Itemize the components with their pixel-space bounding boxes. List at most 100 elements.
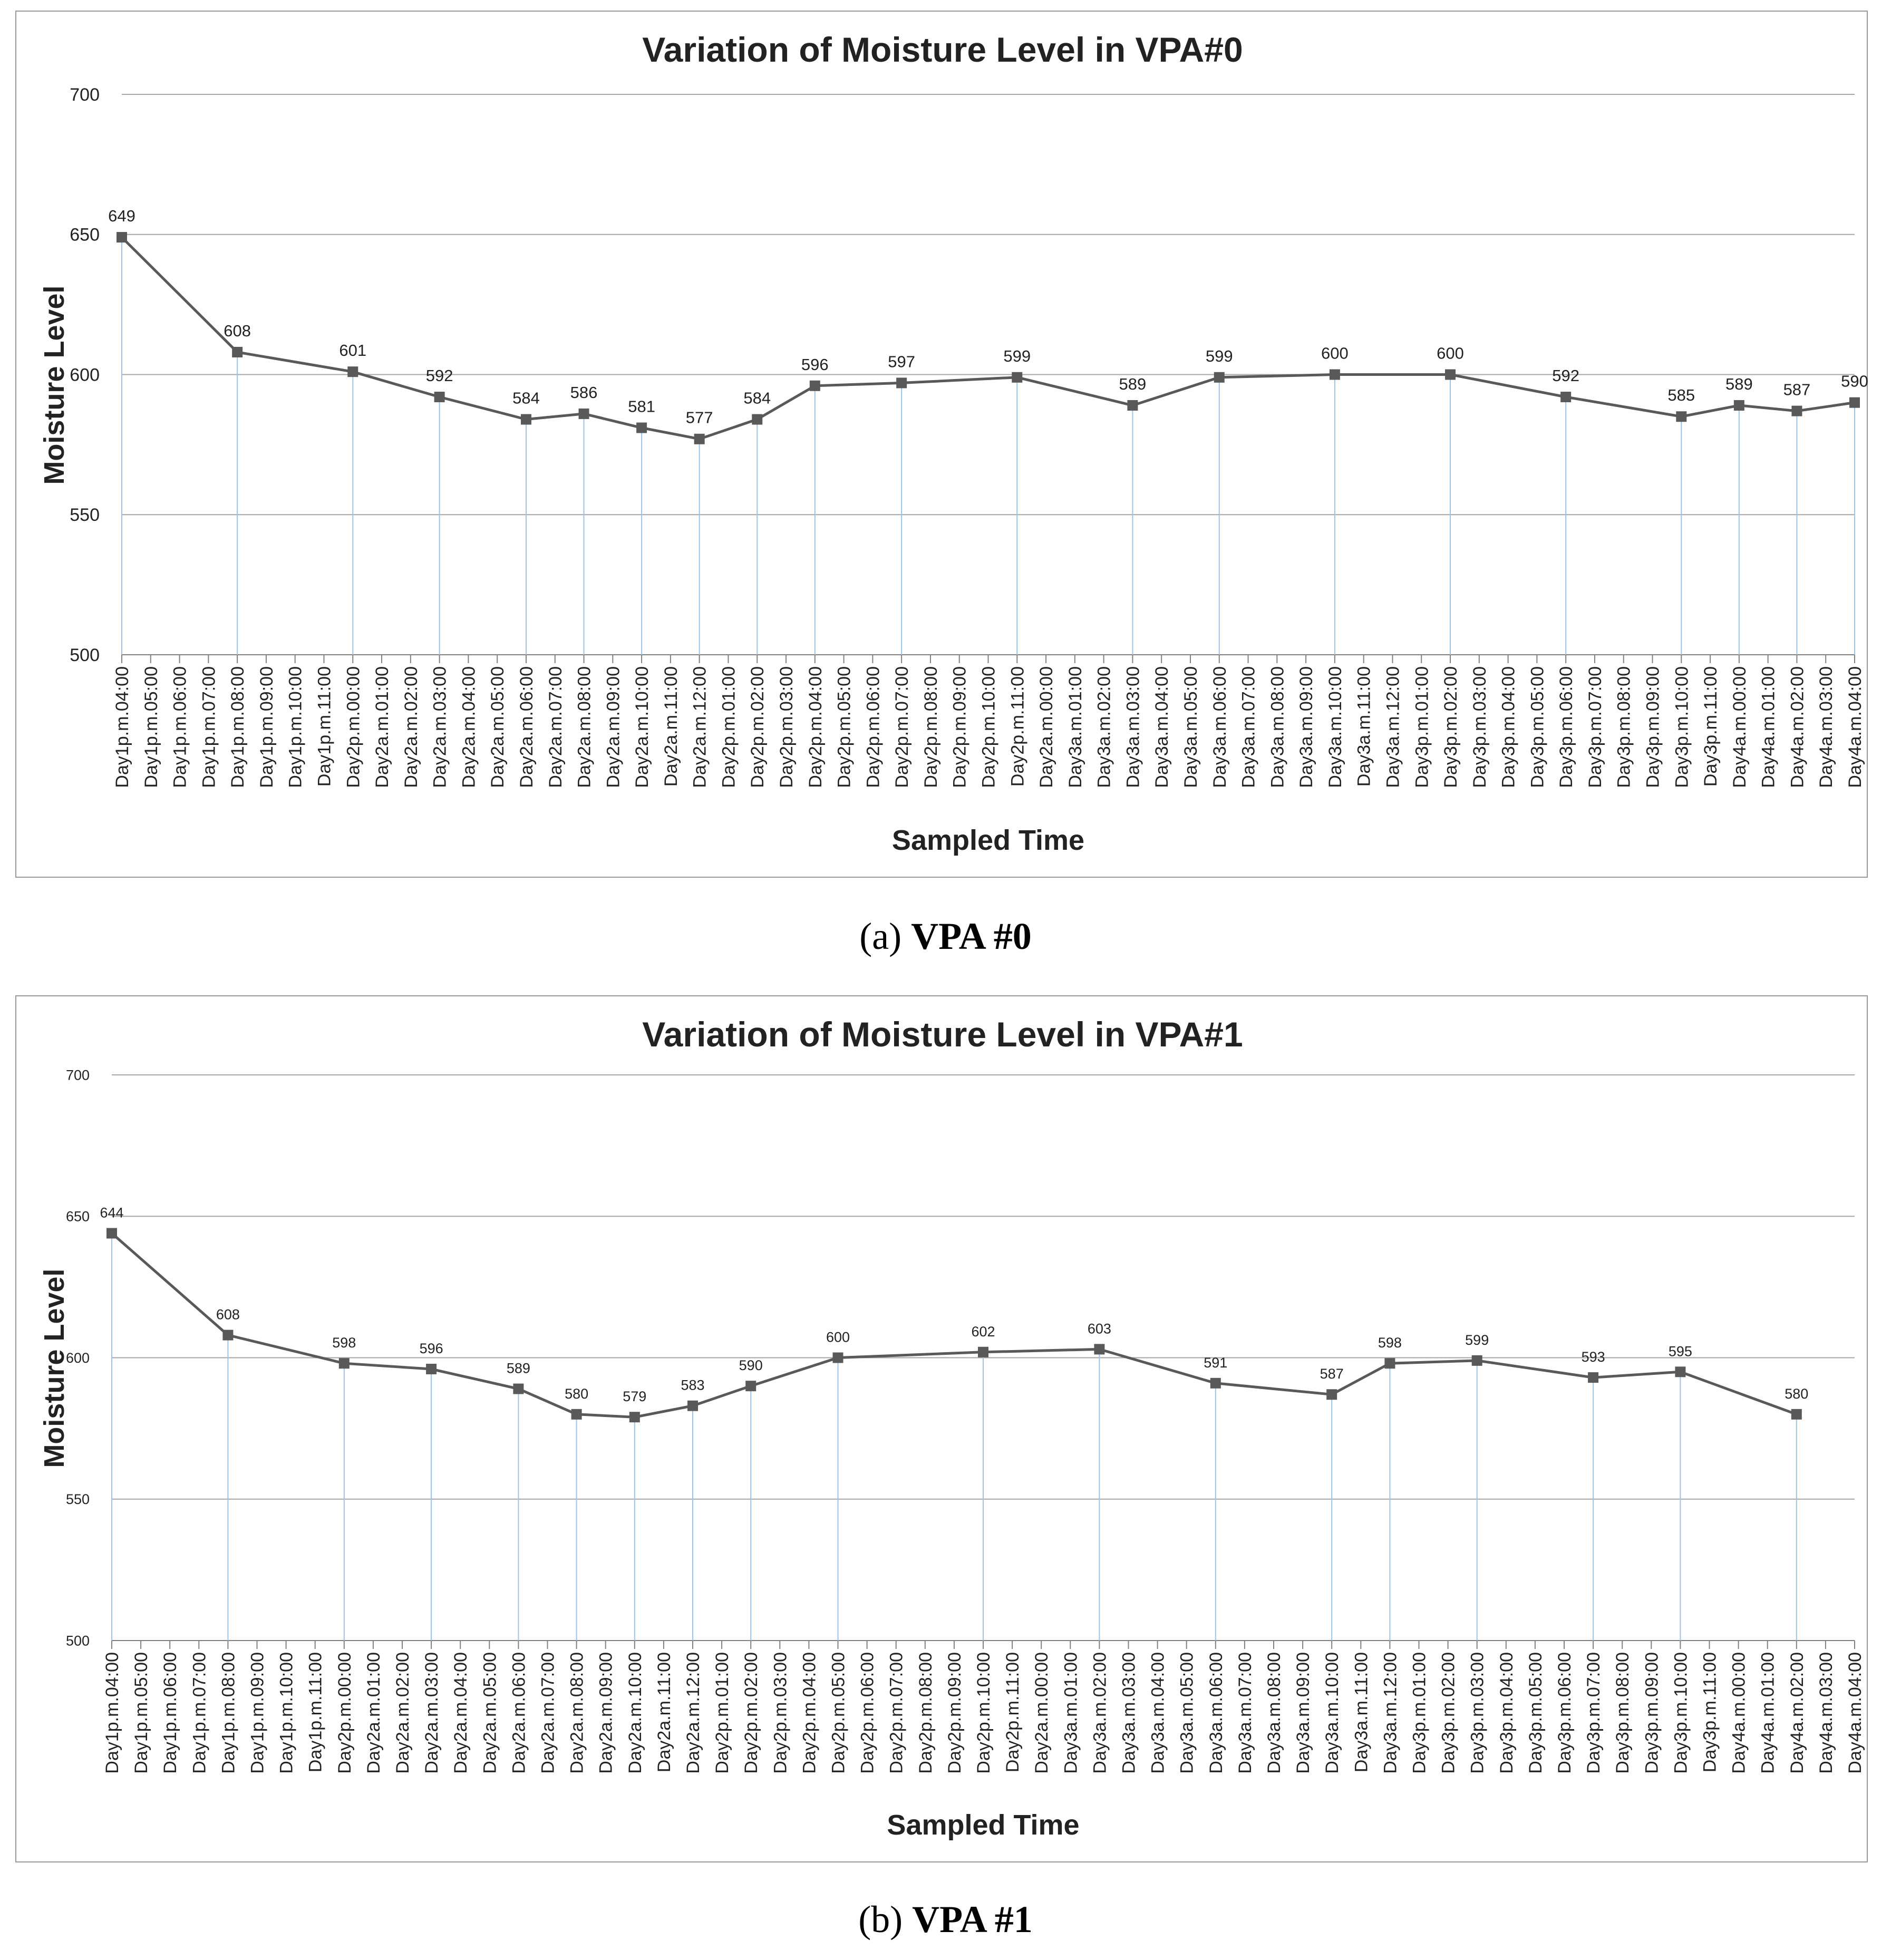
x-tick-label: Day2a.m.10:00	[625, 1652, 645, 1774]
x-tick-label: Day1p.m.07:00	[199, 666, 219, 788]
chart-vpa0: Variation of Moisture Level in VPA#0 500 5…	[15, 11, 1868, 878]
data-point-marker	[1326, 1389, 1337, 1400]
x-tick-label: Day2p.m.04:00	[806, 666, 826, 788]
x-tick-label: Day1p.m.05:00	[131, 1652, 151, 1774]
x-tick-label: Day2a.m.04:00	[451, 1652, 471, 1774]
x-tick-label: Day4a.m.02:00	[1787, 666, 1807, 788]
x-tick-label: Day3p.m.04:00	[1497, 1652, 1517, 1774]
data-label: 599	[1003, 347, 1031, 365]
data-point-marker	[434, 392, 445, 403]
x-tick-label: Day4a.m.04:00	[1845, 1652, 1865, 1774]
x-tick-label: Day2a.m.02:00	[393, 1652, 413, 1774]
data-point-marker	[832, 1352, 843, 1363]
x-tick-label: Day1p.m.07:00	[189, 1652, 209, 1774]
x-tick-label: Day3a.m.08:00	[1264, 1652, 1284, 1774]
x-tick-label: Day1p.m.10:00	[286, 666, 306, 788]
x-tick-label: Day2p.m.04:00	[799, 1652, 819, 1774]
data-point-marker	[232, 346, 243, 357]
x-tick-label: Day3p.m.04:00	[1499, 666, 1519, 788]
data-point-marker	[1471, 1355, 1482, 1366]
x-tick-label: Day4a.m.04:00	[1845, 666, 1865, 788]
data-point-marker	[1210, 1377, 1221, 1389]
x-tick-label: Day2a.m.08:00	[567, 1652, 587, 1774]
x-tick-label: Day2a.m.06:00	[517, 666, 537, 788]
data-point-marker	[1384, 1358, 1395, 1369]
data-point-marker	[1733, 400, 1744, 411]
data-point-marker	[1675, 1366, 1686, 1377]
x-tick-label: Day3p.m.03:00	[1468, 1652, 1488, 1774]
x-tick-label: Day3a.m.03:00	[1119, 1652, 1139, 1774]
x-tick-label: Day1p.m.04:00	[102, 1652, 122, 1774]
x-tick-label: Day2a.m.05:00	[480, 1652, 500, 1774]
data-label: 600	[1321, 344, 1349, 363]
data-label: 601	[339, 341, 366, 360]
data-label: 591	[1204, 1355, 1227, 1371]
data-label: 598	[1378, 1335, 1402, 1351]
x-tick-label: Day1p.m.04:00	[112, 666, 132, 788]
chart-vpa0-svg: Variation of Moisture Level in VPA#0 500 5…	[38, 30, 1868, 856]
x-tick-label: Day2a.m.12:00	[690, 666, 710, 788]
x-tick-label: Day3a.m.04:00	[1152, 666, 1172, 788]
data-label: 577	[686, 409, 713, 427]
series-line-vpa1	[111, 1232, 1797, 1419]
x-tick-label: Day1p.m.06:00	[160, 1652, 180, 1774]
caption-vpa0-prefix: (a)	[859, 915, 911, 957]
x-tick-label: Day3p.m.06:00	[1556, 666, 1576, 788]
x-tick-label: Day3p.m.07:00	[1584, 1652, 1604, 1774]
x-tick-label: Day3p.m.06:00	[1555, 1652, 1575, 1774]
x-tick-label: Day1p.m.05:00	[141, 666, 161, 788]
data-label: 603	[1088, 1321, 1111, 1336]
data-point-marker	[117, 232, 127, 243]
x-tick-label: Day3p.m.02:00	[1439, 1652, 1459, 1774]
x-tick-label: Day2p.m.06:00	[858, 1652, 878, 1774]
x-tick-label: Day3a.m.05:00	[1181, 666, 1201, 788]
y-tick-label: 650	[70, 225, 100, 245]
data-label: 586	[570, 383, 598, 402]
data-point-marker	[1791, 405, 1802, 416]
data-point-marker	[629, 1412, 640, 1423]
x-tick-label: Day4a.m.02:00	[1787, 1652, 1807, 1774]
x-tick-label: Day3a.m.07:00	[1239, 666, 1259, 788]
x-tick-label: Day3a.m.01:00	[1065, 666, 1085, 788]
data-point-marker	[222, 1330, 234, 1341]
x-tick-label: Day3a.m.10:00	[1325, 666, 1345, 788]
x-tick-label: Day3p.m.03:00	[1470, 666, 1490, 788]
x-tick-label: Day4a.m.01:00	[1758, 1652, 1778, 1774]
chart-title: Variation of Moisture Level in VPA#1	[642, 1015, 1243, 1054]
x-tick-label: Day2p.m.11:00	[1007, 666, 1027, 787]
chart-vpa1: Variation of Moisture Level in VPA#1 500 5…	[15, 995, 1868, 1862]
x-tick-label: Day2a.m.12:00	[683, 1652, 703, 1774]
data-label: 608	[216, 1307, 240, 1323]
x-tick-label: Day2p.m.01:00	[712, 1652, 732, 1774]
data-label: 600	[826, 1330, 850, 1345]
x-tick-label: Day2p.m.08:00	[916, 1652, 936, 1774]
x-tick-label: Day2a.m.07:00	[546, 666, 566, 788]
data-point-marker	[571, 1409, 582, 1420]
x-tick-label: Day3p.m.09:00	[1642, 1652, 1662, 1774]
x-tick-label: Day3a.m.06:00	[1210, 666, 1230, 788]
x-tick-label: Day1p.m.08:00	[228, 666, 248, 788]
x-tick-label: Day3a.m.09:00	[1296, 666, 1316, 788]
x-tick-label: Day3p.m.10:00	[1672, 666, 1692, 788]
data-point-marker	[1329, 369, 1340, 380]
x-tick-label: Day3p.m.05:00	[1527, 666, 1547, 788]
data-point-marker	[513, 1383, 524, 1394]
x-tick-label: Day4a.m.03:00	[1816, 1652, 1836, 1774]
x-tick-label: Day3a.m.03:00	[1123, 666, 1143, 788]
data-label: 589	[507, 1361, 530, 1376]
data-point-marker	[636, 422, 647, 433]
data-label: 597	[888, 352, 915, 371]
x-tick-label: Day3p.m.09:00	[1643, 666, 1663, 788]
data-label: 590	[1841, 372, 1868, 391]
data-label: 587	[1320, 1366, 1344, 1382]
y-tick-label: 500	[66, 1633, 90, 1648]
x-tick-label: Day2p.m.03:00	[777, 666, 797, 788]
x-tick-label: Day1p.m.09:00	[248, 1652, 268, 1774]
data-label: 595	[1669, 1343, 1692, 1359]
data-label: 596	[420, 1341, 443, 1356]
data-label: 579	[623, 1389, 646, 1404]
x-tick-label: Day3a.m.02:00	[1090, 1652, 1110, 1774]
y-axis-title: Moisture Level	[38, 1268, 70, 1468]
x-tick-label: Day2p.m.07:00	[887, 1652, 907, 1774]
data-label: 584	[743, 389, 771, 407]
